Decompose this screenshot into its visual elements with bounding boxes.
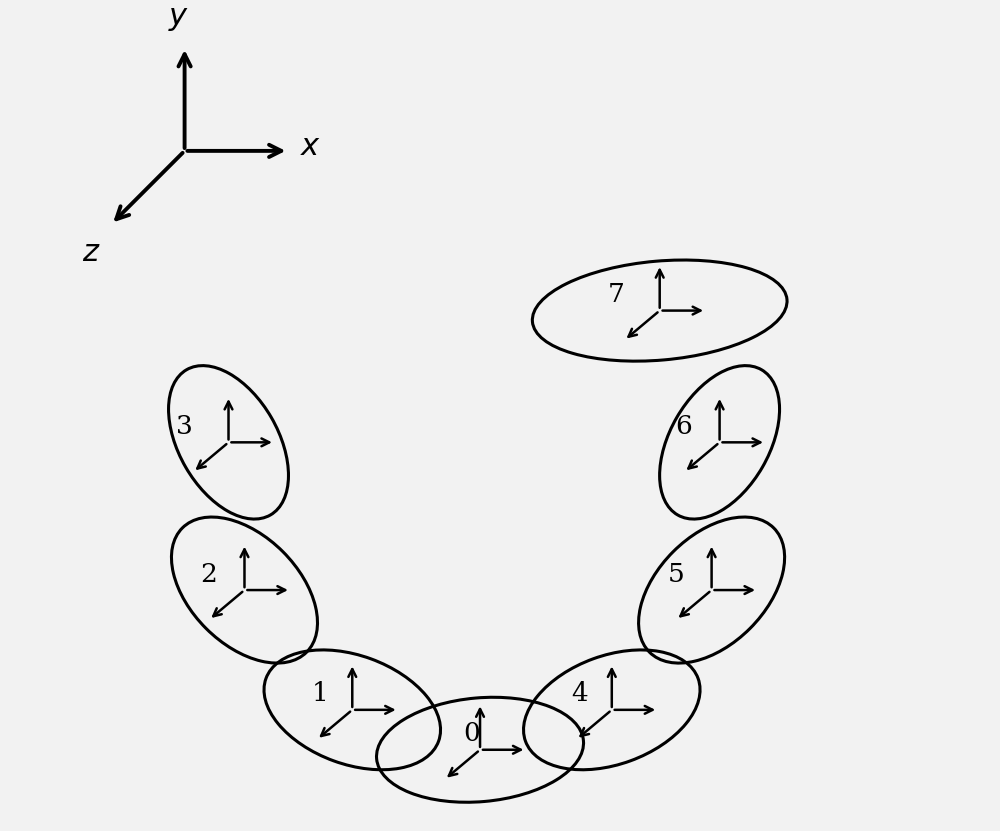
Text: 3: 3: [176, 414, 193, 439]
Text: 5: 5: [667, 562, 684, 587]
Text: 1: 1: [312, 681, 329, 706]
Text: $x$: $x$: [300, 131, 321, 162]
Text: 4: 4: [571, 681, 588, 706]
Text: 7: 7: [607, 282, 624, 307]
Text: 6: 6: [675, 414, 692, 439]
Text: $z$: $z$: [82, 237, 101, 268]
Text: 2: 2: [200, 562, 217, 587]
Text: 0: 0: [464, 721, 480, 746]
Text: $y$: $y$: [168, 2, 189, 32]
